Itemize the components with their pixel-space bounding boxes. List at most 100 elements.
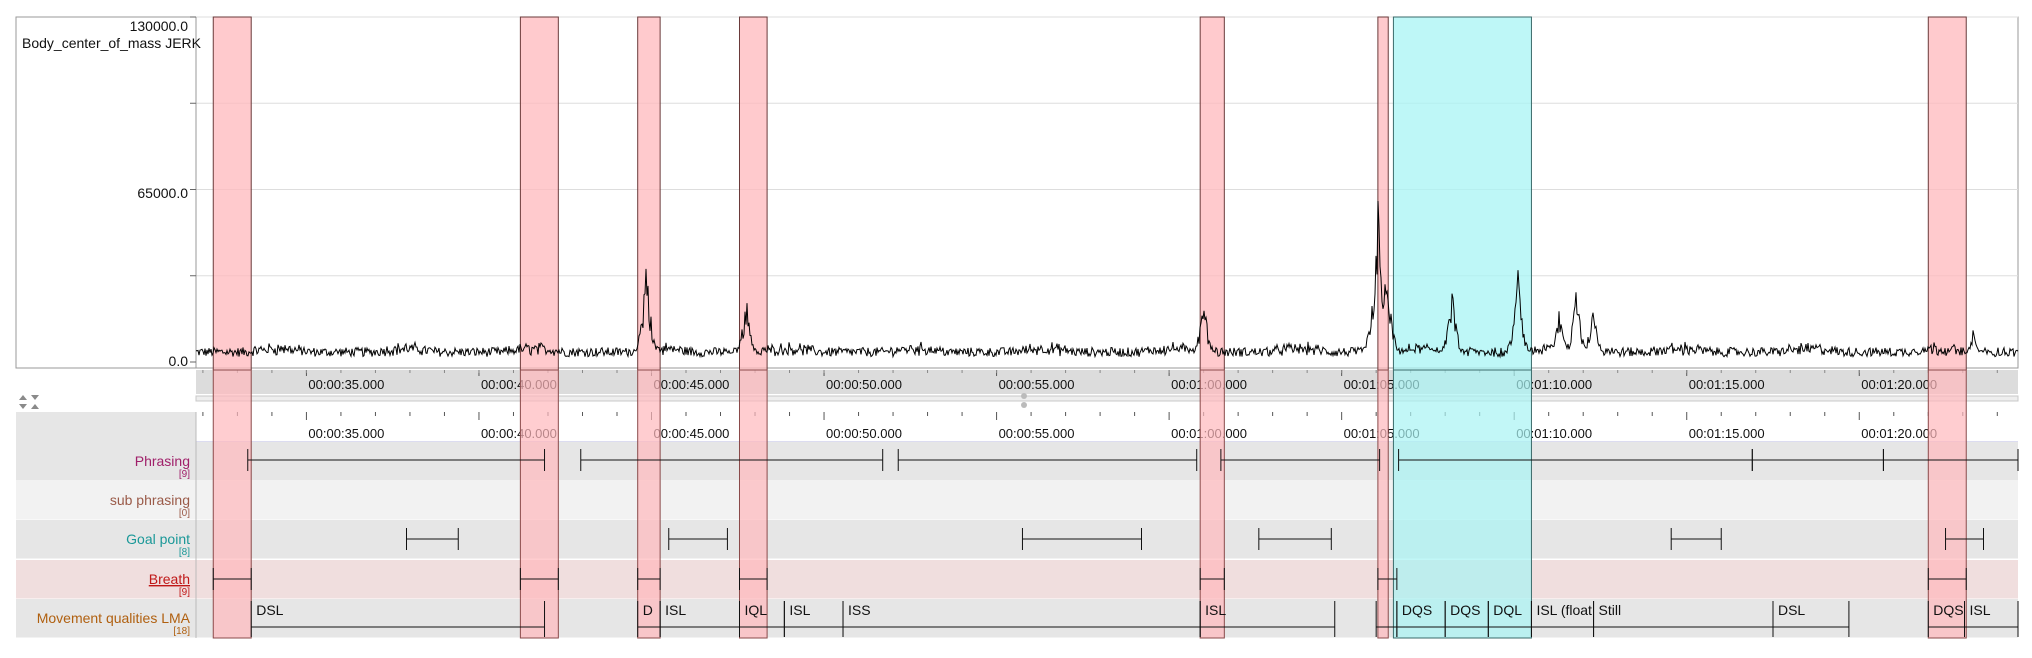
signal-line[interactable] xyxy=(195,200,2019,359)
breath-annotation[interactable] xyxy=(1377,568,1398,590)
tier-count: [18] xyxy=(173,626,190,637)
ruler-tick-label: 00:01:15.000 xyxy=(1689,426,1765,441)
signal-plot-area[interactable] xyxy=(15,16,2019,369)
tier-row[interactable] xyxy=(16,599,2018,638)
zoom-control[interactable] xyxy=(19,395,39,409)
selection-region[interactable] xyxy=(1927,16,1967,371)
ruler-tick-label: 00:01:10.000 xyxy=(1516,426,1592,441)
tier-row[interactable] xyxy=(16,560,2018,599)
selection-region[interactable] xyxy=(1199,16,1225,371)
phrasing-annotation[interactable] xyxy=(247,449,546,471)
ruler-tick-label: 00:00:50.000 xyxy=(826,426,902,441)
ruler-tick-label: 00:00:35.000 xyxy=(308,426,384,441)
selection-region[interactable] xyxy=(1927,369,1967,639)
movement-annotation-label: ISS xyxy=(848,602,871,618)
phrasing-annotation[interactable] xyxy=(897,449,1198,471)
selection-region[interactable] xyxy=(738,16,768,371)
movement-annotation-label: IQL xyxy=(744,602,767,618)
ruler-tick-label: 00:01:20.000 xyxy=(1861,426,1937,441)
breath-annotation[interactable] xyxy=(1199,568,1225,590)
ruler-tick-label: 00:00:55.000 xyxy=(999,426,1075,441)
signal-time-axis xyxy=(196,370,2018,394)
tier-label[interactable]: Movement qualities LMA xyxy=(37,610,191,626)
ruler-tick-label: 00:00:45.000 xyxy=(654,426,730,441)
x-tick-label: 00:00:55.000 xyxy=(999,377,1075,392)
phrasing-annotation[interactable] xyxy=(580,449,884,471)
tier-row[interactable] xyxy=(16,481,2018,520)
splitter-handle[interactable] xyxy=(1021,393,1027,399)
phrasing-annotation[interactable] xyxy=(1220,449,1381,471)
tier-count: [8] xyxy=(179,547,190,558)
selection-region[interactable] xyxy=(519,16,559,371)
selection-region[interactable] xyxy=(637,369,661,639)
movement-annotation-label: ISL xyxy=(665,602,686,618)
movement-annotation-label: DSL xyxy=(1778,602,1805,618)
tier-labels: Phrasing[9]sub phrasing[0]Goal point[8]B… xyxy=(37,453,191,637)
movement-annotation-label: ISL xyxy=(1970,602,1991,618)
splitter-handle-lower[interactable] xyxy=(1021,402,1027,408)
x-tick-label: 00:00:35.000 xyxy=(308,377,384,392)
breath-annotation[interactable] xyxy=(212,568,252,590)
movement-annotation-label: DSL xyxy=(256,602,283,618)
x-tick-label: 00:01:10.000 xyxy=(1516,377,1592,392)
tier-row[interactable] xyxy=(16,442,2018,481)
selection-region[interactable] xyxy=(1377,369,1389,639)
active-selection[interactable] xyxy=(1392,369,1532,639)
signal-label: Body_center_of_mass JERK xyxy=(22,35,202,51)
selection-region[interactable] xyxy=(519,369,559,639)
tier-label[interactable]: sub phrasing xyxy=(110,492,190,508)
goal-point-annotation[interactable] xyxy=(1021,528,1143,550)
movement-annotation[interactable]: DSL xyxy=(1772,601,1850,637)
tier-count: [9] xyxy=(179,469,190,480)
movement-annotation-label: DQS xyxy=(1933,602,1963,618)
movement-annotation[interactable]: DSL xyxy=(250,601,546,637)
breath-annotation[interactable] xyxy=(1927,568,1967,590)
movement-annotation-label: DQS xyxy=(1402,602,1432,618)
selection-region[interactable] xyxy=(1199,369,1225,639)
selection-region[interactable] xyxy=(212,16,252,371)
x-tick-label: 00:01:15.000 xyxy=(1689,377,1765,392)
tier-label[interactable]: Breath xyxy=(149,571,190,587)
breath-annotation[interactable] xyxy=(519,568,559,590)
movement-annotation-label: ISL xyxy=(1205,602,1226,618)
y-tick-mid: 65000.0 xyxy=(137,185,188,201)
goal-point-annotation[interactable] xyxy=(1945,528,1984,550)
selection-region[interactable] xyxy=(212,369,252,639)
x-tick-label: 00:01:20.000 xyxy=(1861,377,1937,392)
breath-annotation[interactable] xyxy=(738,568,768,590)
tier-label[interactable]: Phrasing xyxy=(135,453,190,469)
x-tick-label: 00:00:50.000 xyxy=(826,377,902,392)
selection-region[interactable] xyxy=(1377,16,1389,371)
tier-label[interactable]: Goal point xyxy=(126,531,190,547)
active-selection[interactable] xyxy=(1392,16,1532,371)
timeline-ruler[interactable] xyxy=(196,412,2018,442)
goal-point-annotation[interactable] xyxy=(1670,528,1722,550)
phrasing-annotation[interactable] xyxy=(1882,449,2019,471)
movement-annotation-label: ISL (float xyxy=(1536,602,1592,618)
goal-point-annotation[interactable] xyxy=(1258,528,1332,550)
selection-region[interactable] xyxy=(738,369,768,639)
movement-annotation-label: ISL xyxy=(789,602,810,618)
goal-point-annotation[interactable] xyxy=(405,528,459,550)
y-tick-max: 130000.0 xyxy=(130,18,189,34)
breath-annotation[interactable] xyxy=(637,568,661,590)
movement-annotation-label: DQL xyxy=(1493,602,1522,618)
movement-annotation[interactable]: ISL xyxy=(1964,601,2019,637)
tier-selections xyxy=(212,369,1967,639)
movement-annotation-label: DQS xyxy=(1450,602,1480,618)
movement-annotation-label: D xyxy=(643,602,653,618)
y-tick-zero: 0.0 xyxy=(169,353,189,369)
tier-count: [0] xyxy=(179,508,190,519)
tier-annotations: DSL D ISL IQL ISL ISS ISL DQS DQS DQL ISL (float St… xyxy=(212,449,2019,637)
splitter-bar[interactable] xyxy=(195,395,2019,402)
movement-annotation-label: Still xyxy=(1599,602,1622,618)
goal-point-annotation[interactable] xyxy=(668,528,728,550)
movement-annotation[interactable]: ISL xyxy=(1199,601,1336,637)
tier-rows xyxy=(16,412,2018,639)
tier-header-corner xyxy=(16,412,196,442)
signal-gridlines xyxy=(190,16,2018,368)
tier-count: [9] xyxy=(179,587,190,598)
x-tick-label: 00:00:45.000 xyxy=(654,377,730,392)
